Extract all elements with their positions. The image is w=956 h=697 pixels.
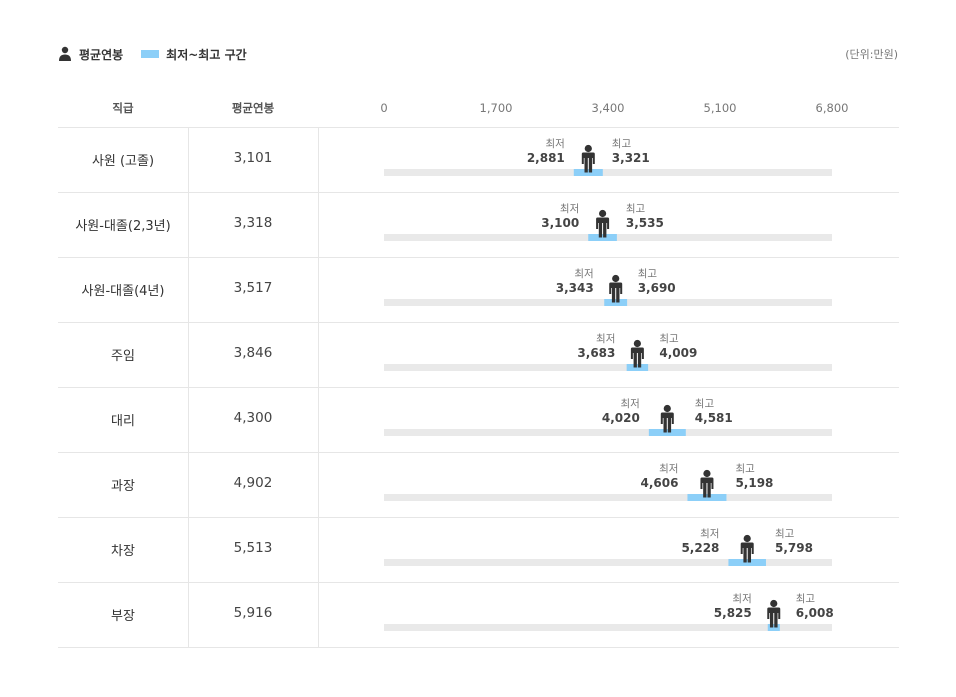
x-tick-label: 1,700 [479, 101, 513, 115]
person-icon [740, 534, 754, 563]
max-caption: 최고 [638, 268, 658, 280]
min-value-label: 5,825 [714, 606, 752, 620]
column-divider [318, 127, 319, 647]
range-bar [728, 559, 766, 566]
person-icon [630, 339, 644, 368]
rank-cell: 대리 [111, 414, 135, 429]
avg-cell: 3,101 [233, 150, 273, 166]
track-bar [384, 494, 832, 501]
max-caption: 최고 [695, 398, 715, 410]
range-bar [687, 494, 727, 501]
range-swatch [141, 50, 160, 58]
range-bar [588, 234, 617, 241]
person-icon [660, 404, 674, 433]
max-caption: 최고 [735, 463, 755, 475]
max-caption: 최고 [775, 528, 795, 540]
min-caption: 최저 [560, 203, 579, 215]
avg-cell: 3,517 [233, 280, 273, 296]
row-divider [58, 582, 899, 583]
track-bar [384, 624, 832, 631]
min-value-label: 2,881 [527, 151, 565, 165]
rank-cell: 차장 [111, 544, 135, 559]
row-divider [58, 257, 899, 258]
legend-range-label: 최저~최고 구간 [166, 47, 247, 62]
min-caption: 최저 [574, 268, 593, 280]
avg-cell: 4,902 [233, 475, 273, 491]
legend-avg-label: 평균연봉 [79, 47, 124, 62]
min-caption: 최저 [732, 593, 751, 605]
person-icon [581, 144, 595, 173]
range-bar [604, 299, 628, 306]
range-bar [626, 364, 649, 371]
max-value-label: 3,690 [638, 281, 676, 295]
x-tick-label: 5,100 [703, 101, 737, 115]
avg-cell: 4,300 [233, 410, 273, 426]
row-divider [58, 452, 899, 453]
track-bar [384, 169, 832, 176]
min-caption: 최저 [659, 463, 678, 475]
legend: 평균연봉 최저~최고 구간 [58, 44, 247, 64]
x-tick-label: 6,800 [815, 101, 849, 115]
max-value-label: 5,798 [775, 541, 813, 555]
avg-cell: 3,318 [233, 215, 273, 231]
person-icon [767, 599, 781, 628]
person-icon [58, 46, 72, 62]
row-divider [58, 517, 899, 518]
range-bar [573, 169, 603, 176]
track-bar [384, 559, 832, 566]
avg-cell: 5,916 [233, 605, 273, 621]
rank-cell: 주임 [111, 349, 135, 364]
min-value-label: 5,228 [681, 541, 719, 555]
max-caption: 최고 [626, 203, 646, 215]
avg-cell: 3,846 [233, 345, 273, 361]
rank-cell: 사원 (고졸) [91, 154, 155, 169]
min-caption: 최저 [545, 138, 564, 150]
track-bar [384, 364, 832, 371]
rank-cell: 사원-대졸(4년) [81, 284, 165, 299]
table-bottom-border [58, 647, 899, 648]
row-divider [58, 192, 899, 193]
min-value-label: 4,020 [602, 411, 640, 425]
max-caption: 최고 [612, 138, 632, 150]
person-icon [596, 209, 610, 238]
rank-cell: 사원-대졸(2,3년) [75, 219, 171, 234]
row-divider [58, 387, 899, 388]
avg-cell: 5,513 [233, 540, 273, 556]
max-caption: 최고 [796, 593, 816, 605]
avg-header: 평균연봉 [231, 101, 275, 115]
header-divider [58, 127, 899, 128]
max-value-label: 4,009 [659, 346, 697, 360]
min-value-label: 3,683 [577, 346, 615, 360]
column-divider [188, 127, 189, 647]
track-bar [384, 429, 832, 436]
min-caption: 최저 [596, 333, 615, 345]
person-icon [609, 274, 623, 303]
rank-cell: 과장 [111, 479, 135, 494]
range-bar [767, 624, 780, 631]
x-tick-label: 0 [380, 101, 388, 115]
max-value-label: 5,198 [735, 476, 773, 490]
person-icon [700, 469, 714, 498]
min-caption: 최저 [700, 528, 719, 540]
unit-label: (단위:만원) [845, 48, 898, 61]
rank-header: 직급 [112, 101, 134, 115]
range-bar [648, 429, 686, 436]
min-value-label: 3,343 [556, 281, 594, 295]
max-value-label: 3,321 [612, 151, 650, 165]
max-value-label: 3,535 [626, 216, 664, 230]
row-divider [58, 322, 899, 323]
x-tick-label: 3,400 [591, 101, 625, 115]
max-value-label: 6,008 [796, 606, 834, 620]
min-caption: 최저 [621, 398, 640, 410]
max-caption: 최고 [659, 333, 679, 345]
min-value-label: 4,606 [640, 476, 678, 490]
min-value-label: 3,100 [541, 216, 579, 230]
rank-cell: 부장 [111, 609, 135, 624]
max-value-label: 4,581 [695, 411, 733, 425]
